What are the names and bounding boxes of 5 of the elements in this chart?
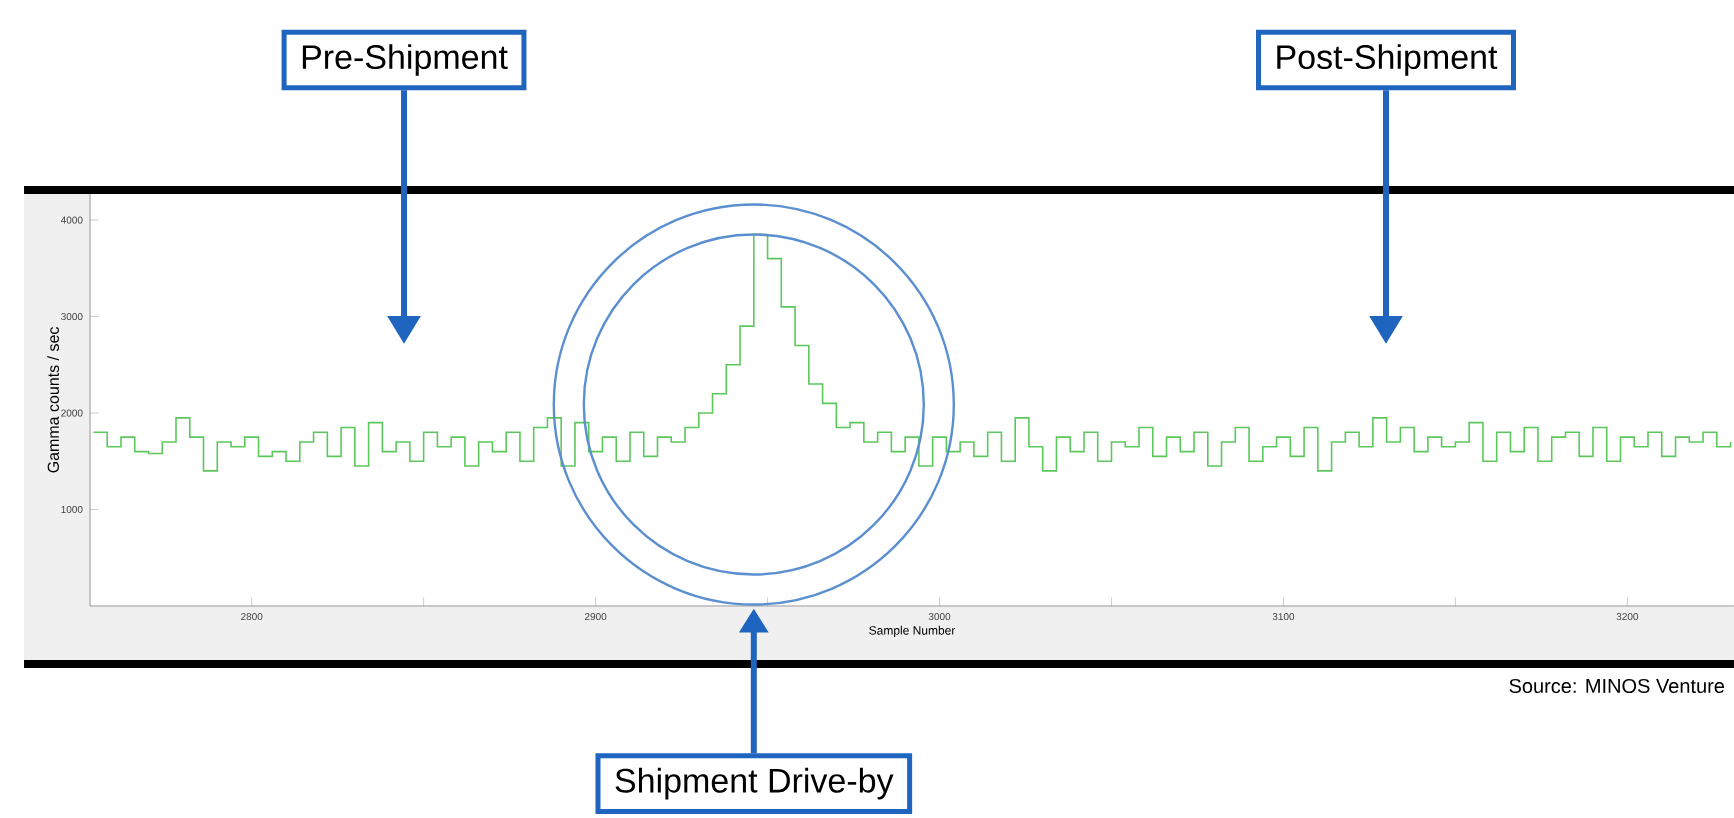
text: Post-Shipment [1277, 44, 1498, 76]
y-axis-title: Gamma counts / sec [47, 327, 59, 473]
source-note: Source: MINOS Venture [1509, 678, 1725, 694]
text: Shipment Drive-by [615, 767, 894, 800]
text: Pre-Shipment [302, 44, 508, 76]
